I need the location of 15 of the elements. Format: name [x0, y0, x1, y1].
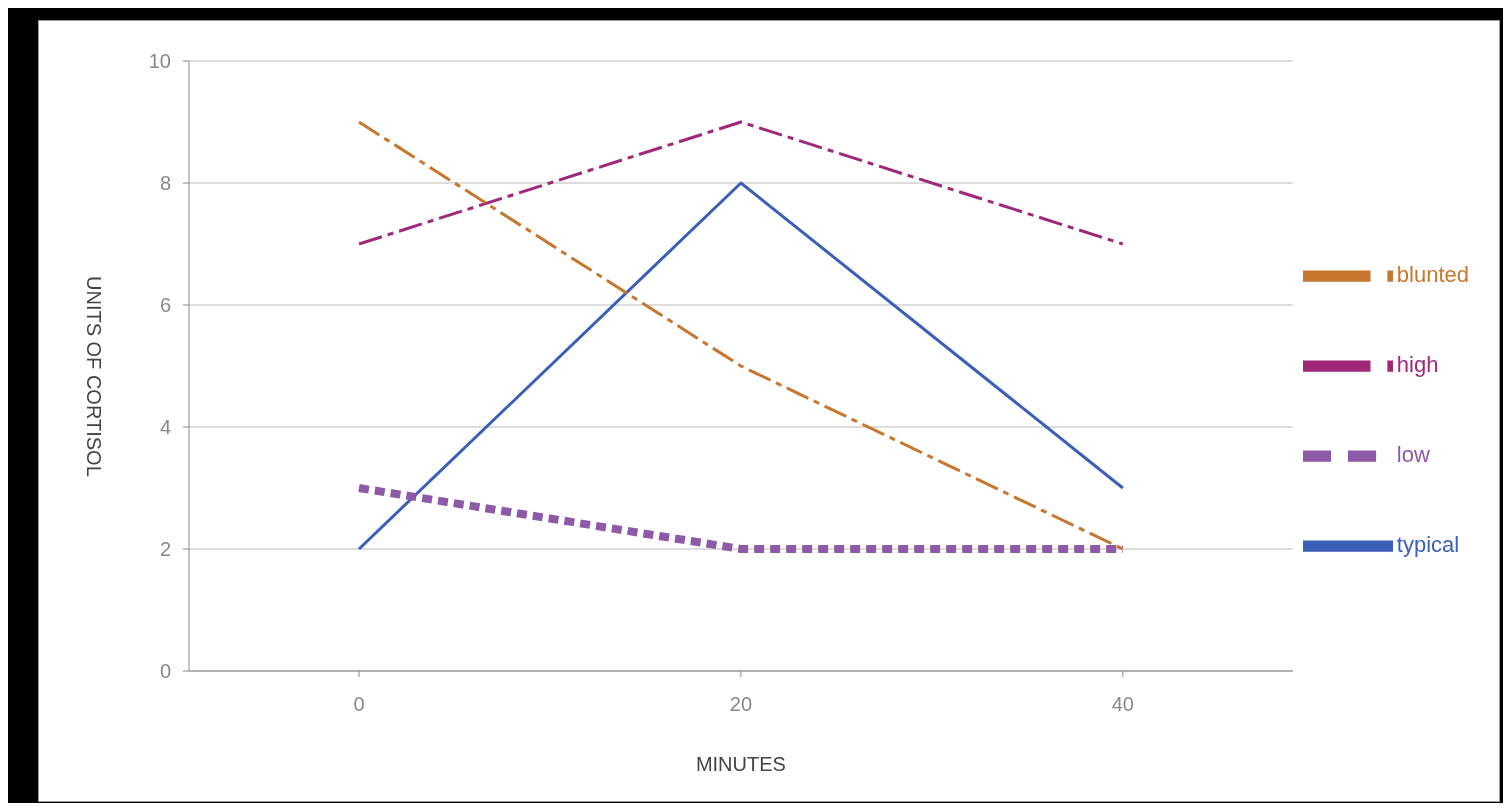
y-axis-title: UNITS OF CORTISOL [82, 276, 105, 477]
y-tick-label: 6 [159, 294, 171, 317]
y-tick-label: 2 [159, 538, 171, 561]
y-tick-label: 4 [159, 416, 171, 439]
x-tick-label: 20 [729, 693, 753, 716]
x-tick-label: 0 [353, 693, 365, 716]
legend-label: typical [1396, 531, 1460, 557]
y-tick-label: 0 [159, 660, 171, 683]
legend-label: high [1396, 351, 1439, 377]
x-tick-label: 40 [1111, 693, 1134, 716]
legend-label: low [1396, 441, 1430, 467]
legend-label: blunted [1396, 261, 1469, 287]
y-tick-label: 10 [148, 50, 171, 73]
y-tick-label: 8 [159, 172, 171, 195]
x-axis-title: MINUTES [695, 753, 786, 775]
